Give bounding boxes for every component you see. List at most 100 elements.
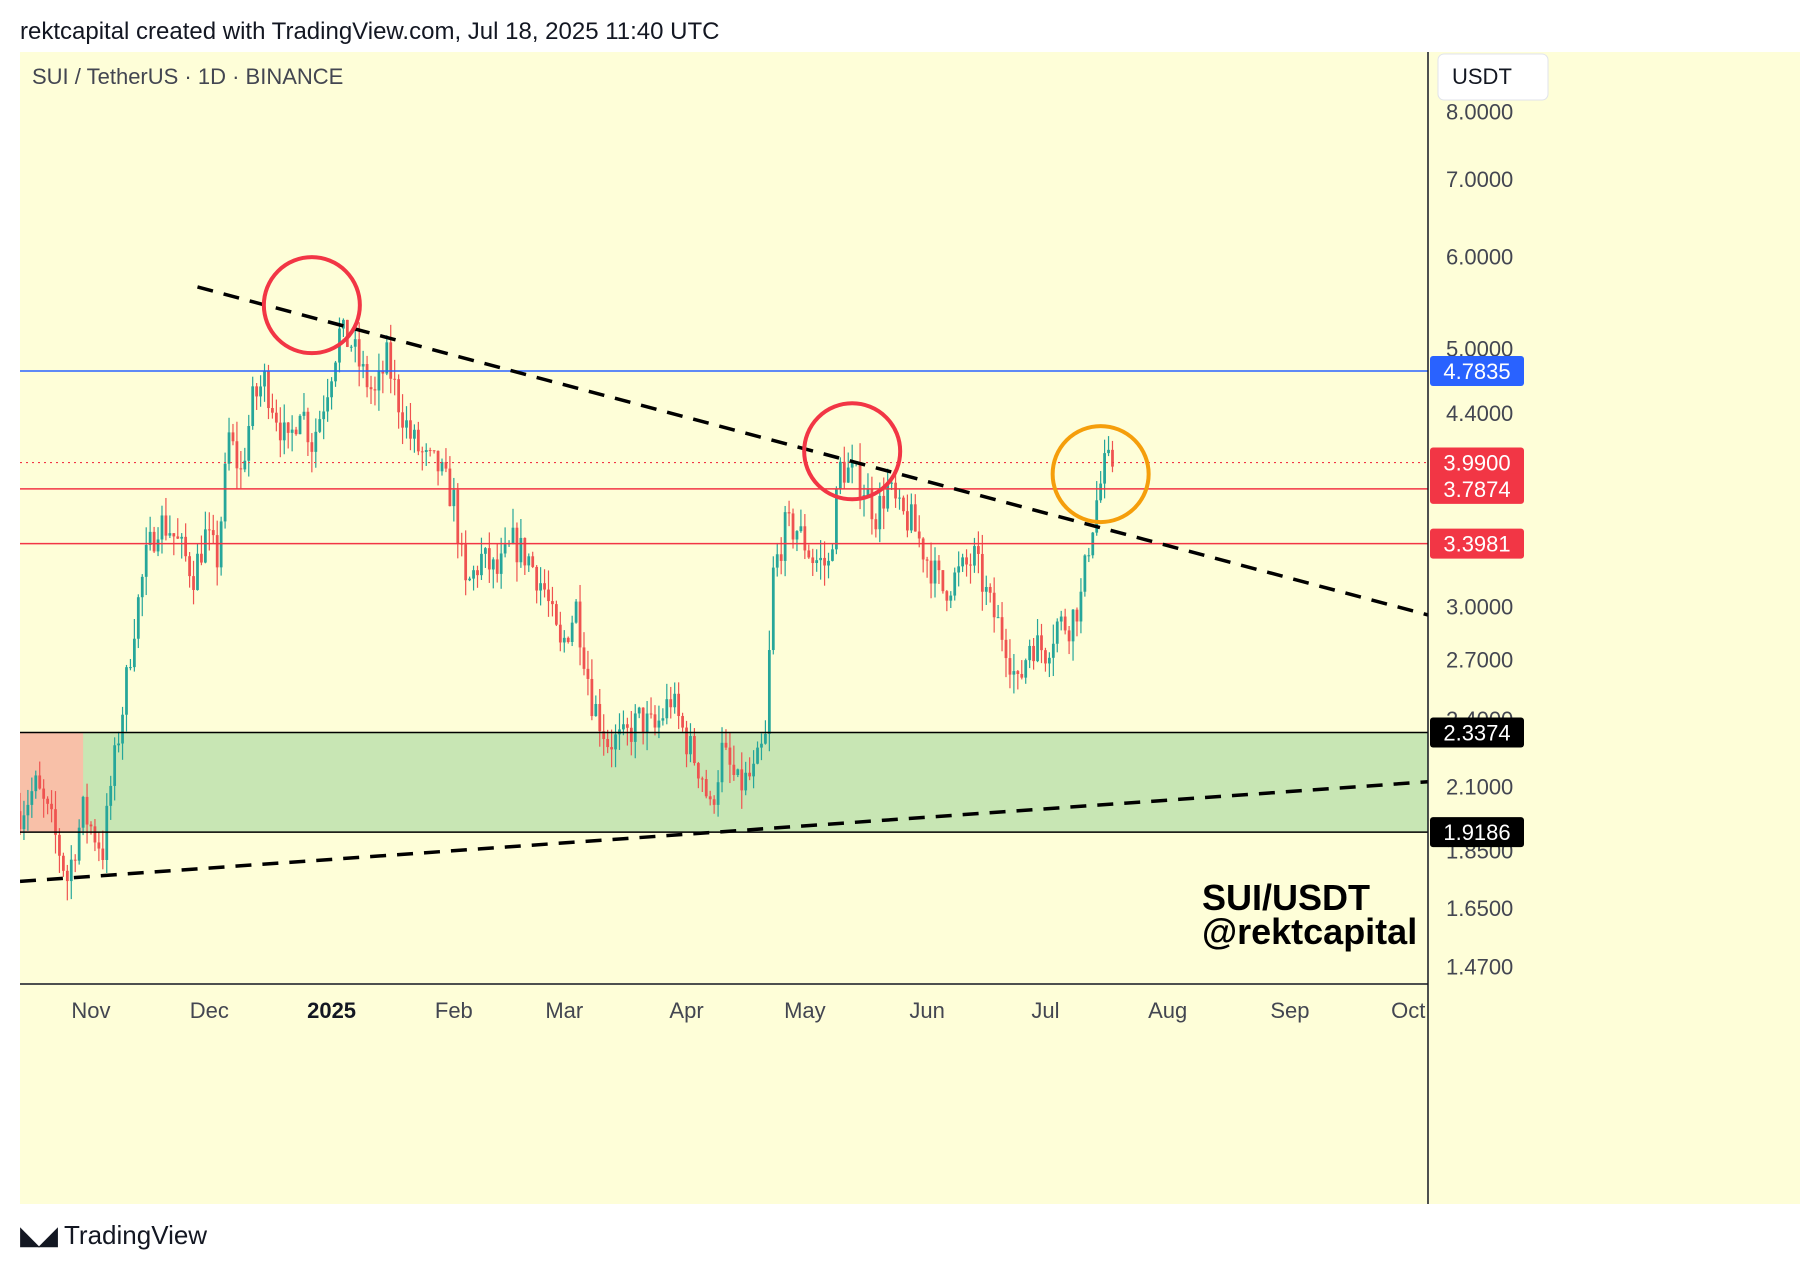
price-labels-layer: 4.78353.990012:19:563.78743.39812.33741.… bbox=[1430, 356, 1524, 848]
candle-body bbox=[771, 567, 775, 651]
candle-body bbox=[416, 429, 420, 452]
candle-body bbox=[756, 747, 759, 764]
candle-body bbox=[1067, 630, 1071, 642]
candle-body bbox=[515, 527, 519, 563]
candle-body bbox=[949, 595, 953, 601]
x-tick-label: Nov bbox=[71, 998, 110, 1023]
trendline-ascending-support bbox=[20, 779, 1429, 884]
candle-body bbox=[1099, 483, 1103, 501]
candle-body bbox=[487, 548, 491, 570]
candle-body bbox=[81, 796, 85, 828]
candle-body bbox=[310, 442, 314, 452]
candle-body bbox=[803, 526, 807, 551]
x-tick-label: Dec bbox=[190, 998, 229, 1023]
candle-body bbox=[203, 529, 207, 563]
candle-body bbox=[531, 556, 535, 567]
candle-body bbox=[235, 441, 239, 469]
candle-body bbox=[846, 467, 850, 483]
candle-body bbox=[535, 566, 539, 591]
candle-body bbox=[740, 769, 744, 791]
candle-body bbox=[385, 342, 389, 374]
candle-body bbox=[823, 557, 826, 566]
candle-body bbox=[290, 429, 294, 433]
price-chart[interactable]: 8.0000 7.0000 6.0000 5.0000 4.4000 3.0000 2.70… bbox=[20, 52, 1800, 1204]
candle-body bbox=[511, 527, 515, 544]
candle-body bbox=[345, 319, 349, 347]
candle-body bbox=[953, 572, 957, 596]
watermark-pair: SUI/USDT bbox=[1202, 877, 1370, 918]
candle-body bbox=[582, 647, 586, 669]
candle-body bbox=[693, 736, 696, 764]
candle-body bbox=[850, 462, 854, 468]
candle-body bbox=[945, 591, 949, 601]
candle-body bbox=[54, 809, 57, 835]
candle-body bbox=[46, 798, 49, 804]
currency-button[interactable] bbox=[1437, 53, 1549, 101]
candle-body bbox=[42, 788, 46, 799]
marker-breakout-jul bbox=[1050, 424, 1151, 525]
candle-body bbox=[1111, 449, 1114, 467]
price-label-text: 3.7874 bbox=[1443, 477, 1510, 502]
candle-body bbox=[622, 724, 625, 730]
candle-body bbox=[708, 796, 712, 800]
candle-body bbox=[480, 553, 483, 576]
candle-body bbox=[941, 570, 945, 592]
candle-body bbox=[164, 515, 168, 536]
candle-body bbox=[156, 539, 160, 552]
price-label-text: 4.7835 bbox=[1443, 359, 1510, 384]
candle-body bbox=[381, 370, 385, 374]
candle-body bbox=[917, 531, 921, 539]
candle-body bbox=[148, 531, 152, 545]
candle-body bbox=[555, 604, 558, 625]
candle-body bbox=[712, 799, 716, 805]
candle-body bbox=[405, 420, 408, 428]
candle-body bbox=[665, 699, 669, 719]
candle-body bbox=[495, 559, 499, 574]
candle-body bbox=[925, 559, 929, 561]
candle-body bbox=[464, 544, 468, 581]
candle-body bbox=[1020, 673, 1024, 678]
y-tick-label: 7.0000 bbox=[1446, 167, 1513, 192]
candle-body bbox=[168, 533, 172, 536]
candle-body bbox=[20, 811, 22, 830]
candle-body bbox=[26, 804, 30, 816]
candle-body bbox=[38, 775, 42, 789]
candle-body bbox=[874, 519, 878, 530]
candle-body bbox=[764, 733, 767, 744]
candle-body bbox=[677, 693, 681, 717]
candle-body bbox=[65, 870, 69, 882]
candle-body bbox=[247, 426, 251, 461]
candle-body bbox=[278, 422, 282, 441]
candle-body bbox=[811, 557, 815, 564]
tradingview-logo[interactable]: ◣◢ TradingView bbox=[20, 1220, 207, 1251]
candle-body bbox=[58, 834, 61, 856]
candle-body bbox=[1040, 635, 1043, 651]
price-label-text: 3.9900 bbox=[1443, 451, 1510, 476]
candle-body bbox=[543, 583, 546, 590]
trendlines-layer bbox=[20, 285, 1429, 884]
markers-layer bbox=[261, 255, 1151, 525]
candle-body bbox=[1063, 616, 1067, 631]
candle-body bbox=[353, 339, 357, 347]
y-tick-label: 2.7000 bbox=[1446, 648, 1513, 673]
candle-body bbox=[440, 462, 444, 472]
candle-body bbox=[1000, 617, 1004, 640]
candle-body bbox=[251, 386, 255, 427]
candle-body bbox=[1036, 635, 1039, 662]
candle-body bbox=[653, 714, 657, 728]
candle-body bbox=[547, 589, 550, 602]
marker-rejection-top-may bbox=[802, 401, 903, 502]
candle-body bbox=[657, 720, 661, 728]
candle-body bbox=[152, 531, 156, 552]
x-tick-label: 2025 bbox=[307, 998, 356, 1023]
candle-body bbox=[720, 742, 724, 783]
x-tick-label: Apr bbox=[669, 998, 703, 1023]
candle-body bbox=[503, 544, 507, 554]
candle-body bbox=[728, 747, 732, 765]
candle-body bbox=[326, 397, 330, 412]
y-tick-label: 6.0000 bbox=[1446, 245, 1513, 270]
candle-body bbox=[894, 482, 897, 499]
candle-body bbox=[921, 538, 925, 560]
price-label-box bbox=[1430, 817, 1524, 848]
candle-body bbox=[223, 463, 227, 522]
